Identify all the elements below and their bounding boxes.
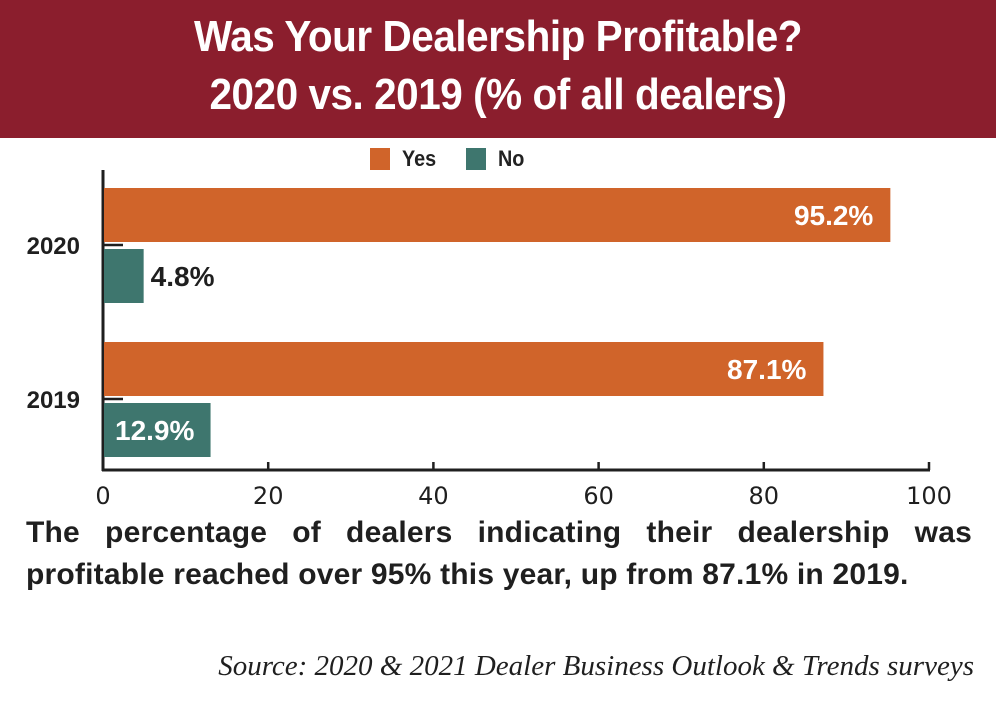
bar-no-2020 [104,249,144,303]
legend-swatch-no [465,148,486,170]
legend-label-yes: Yes [402,146,437,171]
chart-title-line1: Was Your Dealership Profitable? [193,12,803,61]
bar-yes-2019 [104,342,824,396]
data-label: 95.2% [794,200,873,231]
data-label: 4.8% [151,261,215,292]
x-tick-label: 20 [253,482,284,510]
legend: Yes No [370,146,553,172]
data-label: 12.9% [115,415,194,446]
category-label: 2019 [27,387,80,414]
caption: The percentage of dealers indicating the… [26,516,972,591]
chart-title-line2: 2020 vs. 2019 (% of all dealers) [209,70,787,119]
bar-chart: 0 20 40 60 80 100 2020 95.2% 4.8% 2019 87.1% 12.9% [27,170,952,510]
x-tick-label: 60 [583,482,614,510]
x-tick-label: 100 [906,482,952,510]
legend-label-no: No [497,146,525,171]
bar-yes-2020 [104,188,891,242]
x-tick-label: 0 [95,482,110,510]
x-tick-label: 80 [749,482,780,510]
x-tick-label: 40 [418,482,449,510]
category-label: 2020 [27,233,80,260]
data-label: 87.1% [727,354,806,385]
source-note: Source: 2020 & 2021 Dealer Business Outl… [218,650,974,682]
legend-item-yes: Yes [370,146,440,172]
bar-no-2019 [104,403,211,457]
title-banner: Was Your Dealership Profitable? 2020 vs.… [0,0,996,138]
legend-item-no: No [465,146,527,172]
legend-swatch-yes [370,148,390,170]
